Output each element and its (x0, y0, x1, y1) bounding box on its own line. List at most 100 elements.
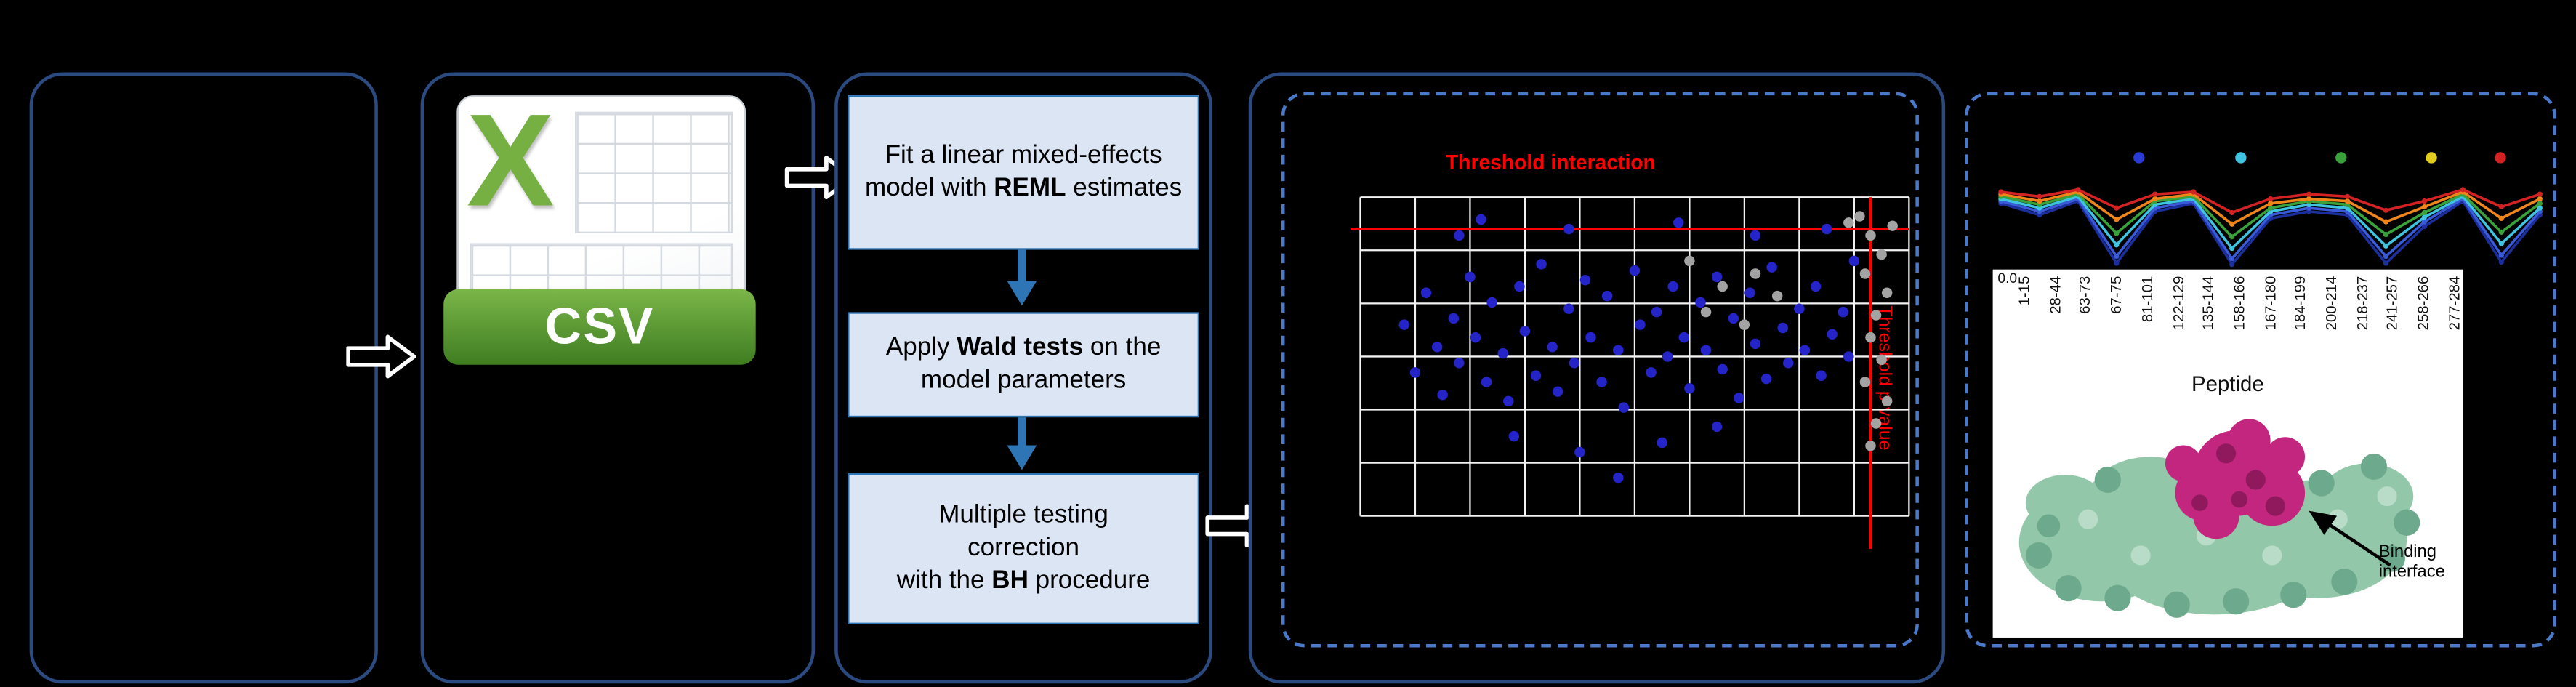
peptide-tick-label: 218-237 (2354, 276, 2370, 331)
scatter-point (1859, 268, 1871, 279)
volcano-plot-svg (1350, 196, 1910, 549)
uptake-marker (2383, 253, 2389, 260)
scatter-point (1848, 255, 1860, 267)
scatter-point (1662, 351, 1673, 362)
uptake-marker (2229, 234, 2235, 240)
threshold-interaction-label: Threshold interaction (1445, 150, 1656, 174)
scatter-point (1601, 290, 1613, 302)
uptake-marker (2114, 230, 2120, 236)
scatter-point (1476, 214, 1486, 225)
scatter-point (1739, 319, 1750, 330)
scatter-point (1519, 326, 1531, 337)
scatter-point (1816, 370, 1827, 382)
scatter-point (1887, 220, 1898, 231)
uptake-marker (2383, 207, 2389, 213)
scatter-point (1454, 358, 1465, 369)
step-text-pre: Multiple testing correction with the (896, 501, 1108, 595)
step-text-bold: BH (991, 566, 1029, 595)
scatter-point (1859, 377, 1871, 387)
uptake-marker (2537, 196, 2543, 202)
peptide-tick-label: 28-44 (2046, 276, 2064, 314)
uptake-marker (2075, 187, 2081, 193)
scatter-point (1420, 287, 1432, 299)
scatter-point (1734, 393, 1744, 403)
scatter-point (1547, 342, 1558, 353)
scatter-point (1744, 287, 1755, 299)
uptake-marker (2229, 245, 2235, 252)
uptake-marker (2306, 191, 2312, 197)
uptake-marker (2268, 196, 2274, 202)
uptake-marker (2229, 209, 2235, 216)
uptake-marker (2537, 191, 2543, 197)
uptake-marker (2152, 191, 2158, 197)
scatter-point (1569, 358, 1580, 369)
uptake-marker (2383, 219, 2389, 225)
binding-interface-label: Binding interface (2378, 542, 2445, 582)
scatter-point (1613, 345, 1624, 355)
peptide-tick-label: 200-214 (2322, 276, 2340, 331)
uptake-marker (2421, 204, 2428, 210)
scatter-point (1530, 370, 1542, 382)
scatter-point (1865, 230, 1876, 241)
scatter-point (1870, 418, 1882, 429)
scatter-point (1728, 313, 1739, 324)
volcano-plot (1350, 196, 1910, 549)
uptake-marker (2421, 198, 2428, 204)
scatter-point (1678, 332, 1690, 343)
group-box-volcano (1248, 72, 1946, 684)
scatter-point (1536, 259, 1547, 270)
uptake-marker (2421, 214, 2428, 220)
scatter-point (1651, 306, 1662, 318)
scatter-point (1827, 329, 1838, 340)
legend-dot (2495, 152, 2506, 164)
uptake-marker (2114, 205, 2120, 211)
uptake-marker (2537, 201, 2543, 206)
uptake-line-chart (1995, 148, 2546, 273)
scatter-point (1750, 338, 1761, 350)
scatter-point (1700, 345, 1712, 355)
scatter-point (1717, 363, 1728, 375)
scatter-point (1876, 354, 1887, 366)
uptake-marker (2114, 217, 2120, 222)
scatter-point (1810, 281, 1822, 292)
scatter-point (1552, 386, 1563, 397)
scatter-point (1821, 223, 1832, 235)
peptide-tick-labels: 1-15 28-44 63-73 67-75 81-101 122-129 135-144 1… (1993, 270, 2463, 378)
step-box-wald: Apply Wald tests on the model parameters (848, 312, 1199, 418)
uptake-marker (2498, 204, 2504, 210)
scatter-point (1470, 332, 1481, 343)
step-text-bh: Multiple testing correction with the BH … (887, 500, 1160, 598)
scatter-point (1695, 297, 1706, 308)
scatter-point (1876, 249, 1887, 260)
scatter-point (1497, 347, 1508, 359)
scatter-point (1465, 271, 1476, 283)
scatter-point (1750, 230, 1761, 241)
scatter-point (1771, 290, 1783, 302)
scatter-point (1448, 313, 1460, 324)
uptake-marker (2229, 221, 2235, 227)
peptide-tick-label: 167-180 (2261, 276, 2278, 331)
scatter-point (1854, 211, 1865, 222)
step-box-bh: Multiple testing correction with the BH … (848, 473, 1199, 624)
uptake-marker (2114, 253, 2120, 260)
scatter-point (1585, 332, 1596, 343)
uptake-marker (2114, 242, 2120, 248)
peptide-tick-label: 67-75 (2108, 276, 2125, 314)
uptake-marker (2421, 223, 2428, 230)
scatter-point (1618, 402, 1630, 413)
scatter-point (1613, 472, 1624, 483)
scatter-point (1596, 377, 1607, 387)
peptide-axis-label: Peptide (2191, 371, 2264, 396)
uptake-marker (2460, 187, 2466, 193)
scatter-point (1481, 377, 1492, 387)
dashed-box-volcano (1281, 92, 1919, 648)
peptide-tick-label: 241-257 (2384, 276, 2402, 331)
step-text-bold: Wald tests (957, 334, 1084, 362)
peptide-tick-label: 1-15 (2016, 276, 2032, 306)
uptake-marker (2498, 252, 2504, 258)
scatter-point (1486, 297, 1497, 308)
scatter-point (1783, 358, 1794, 369)
scatter-point (1865, 332, 1876, 343)
scatter-point (1673, 217, 1684, 228)
